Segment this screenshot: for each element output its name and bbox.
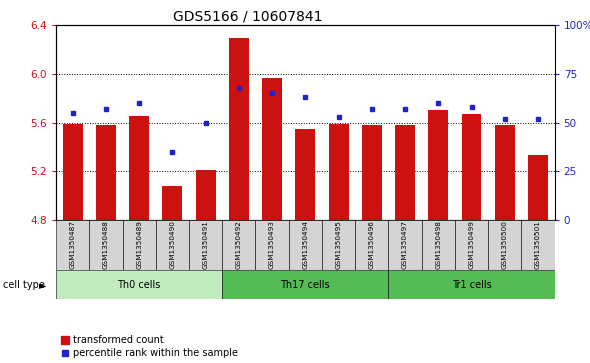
Bar: [488, 220, 522, 270]
Text: GSM1350497: GSM1350497: [402, 221, 408, 269]
Bar: [123, 220, 156, 270]
Text: GSM1350487: GSM1350487: [70, 221, 76, 269]
Text: GSM1350491: GSM1350491: [202, 221, 209, 269]
Text: Th17 cells: Th17 cells: [280, 280, 330, 290]
Text: Tr1 cells: Tr1 cells: [451, 280, 491, 290]
Bar: [262, 78, 282, 220]
Text: GSM1350493: GSM1350493: [269, 221, 275, 269]
Bar: [196, 170, 215, 220]
Text: GSM1350489: GSM1350489: [136, 221, 142, 269]
Text: GSM1350495: GSM1350495: [336, 221, 342, 269]
Legend: transformed count, percentile rank within the sample: transformed count, percentile rank withi…: [61, 335, 238, 358]
Bar: [388, 220, 422, 270]
Bar: [156, 220, 189, 270]
Text: GSM1350496: GSM1350496: [369, 221, 375, 269]
Text: GSM1350494: GSM1350494: [302, 221, 309, 269]
Text: GSM1350498: GSM1350498: [435, 221, 441, 269]
Bar: [395, 125, 415, 220]
Bar: [362, 125, 382, 220]
Text: GSM1350501: GSM1350501: [535, 221, 541, 269]
Bar: [96, 125, 116, 220]
Bar: [289, 220, 322, 270]
Text: cell type: cell type: [3, 280, 45, 290]
Bar: [455, 220, 488, 270]
Bar: [296, 129, 315, 220]
Bar: [528, 155, 548, 220]
Bar: [388, 270, 555, 299]
Bar: [355, 220, 388, 270]
Bar: [189, 220, 222, 270]
Bar: [329, 124, 349, 220]
Bar: [89, 220, 123, 270]
Bar: [222, 220, 255, 270]
Text: ►: ►: [40, 280, 47, 290]
Bar: [63, 124, 83, 220]
Bar: [322, 220, 355, 270]
Text: GSM1350490: GSM1350490: [169, 221, 175, 269]
Text: GSM1350492: GSM1350492: [236, 221, 242, 269]
Bar: [495, 125, 514, 220]
Text: GSM1350488: GSM1350488: [103, 221, 109, 269]
Bar: [56, 220, 89, 270]
Bar: [222, 270, 388, 299]
Bar: [522, 220, 555, 270]
Text: GSM1350499: GSM1350499: [468, 221, 474, 269]
Text: Th0 cells: Th0 cells: [117, 280, 161, 290]
Bar: [229, 37, 249, 220]
Bar: [461, 114, 481, 220]
Text: GSM1350500: GSM1350500: [502, 221, 508, 269]
Bar: [422, 220, 455, 270]
Text: GDS5166 / 10607841: GDS5166 / 10607841: [173, 9, 323, 23]
Bar: [428, 110, 448, 220]
Bar: [56, 270, 222, 299]
Bar: [129, 117, 149, 220]
Bar: [162, 185, 182, 220]
Bar: [255, 220, 289, 270]
